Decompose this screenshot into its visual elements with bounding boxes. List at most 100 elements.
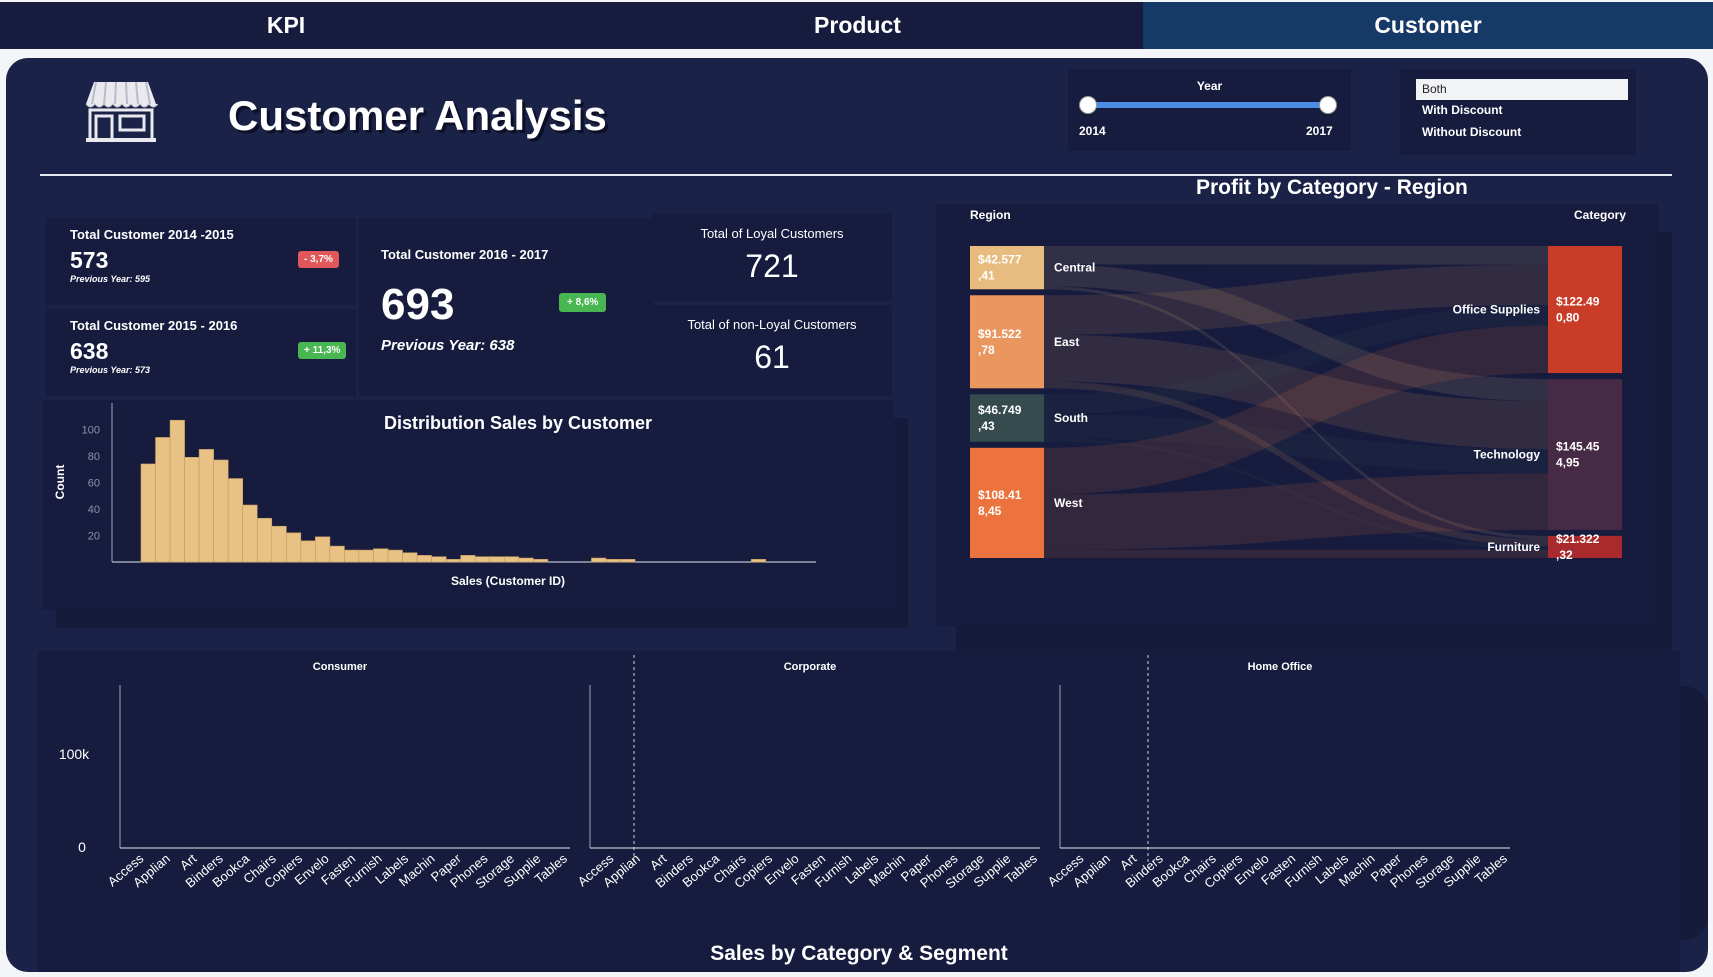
tab-kpi[interactable]: KPI — [0, 2, 572, 49]
histogram-bar[interactable] — [533, 559, 549, 563]
sankey-region-node[interactable] — [970, 394, 1044, 442]
sankey-region-node[interactable] — [970, 246, 1044, 290]
sankey-card: Region Category $42.577 ,41 Central $91.522… — [936, 204, 1658, 626]
discount-option-without[interactable]: Without Discount — [1422, 125, 1522, 139]
sankey-region-value: ,43 — [978, 419, 995, 433]
sankey-link[interactable] — [1044, 286, 1548, 540]
histogram-bar[interactable] — [169, 419, 185, 563]
histogram-title: Distribution Sales by Customer — [384, 413, 652, 433]
sankey-category-node[interactable] — [1548, 535, 1622, 558]
kpi-title: Total of non-Loyal Customers — [687, 317, 857, 332]
sankey-link[interactable] — [1044, 264, 1548, 402]
histogram-bar[interactable] — [474, 556, 491, 563]
sankey-link[interactable] — [1044, 334, 1548, 449]
tab-customer[interactable]: Customer — [1143, 2, 1713, 49]
kpi-value: 61 — [754, 339, 790, 375]
histogram-bar[interactable] — [373, 548, 389, 563]
histogram-bar[interactable] — [300, 540, 316, 563]
histogram-bar[interactable] — [489, 556, 505, 563]
histogram-bar[interactable] — [329, 545, 345, 563]
header-divider — [40, 174, 1672, 176]
year-slider-track[interactable] — [1088, 102, 1328, 108]
histogram-bar[interactable] — [198, 449, 214, 563]
sankey-region-node[interactable] — [970, 295, 1044, 389]
sankey-region-value: $108.41 — [978, 488, 1022, 502]
kpi-change-badge: + 11,3% — [298, 342, 347, 359]
histogram-bar[interactable] — [503, 556, 520, 563]
tab-product[interactable]: Product — [572, 2, 1143, 49]
sankey-link[interactable] — [1044, 304, 1548, 415]
sankey-links — [1044, 246, 1548, 558]
histogram-bar[interactable] — [402, 552, 418, 563]
histogram-y-tick: 60 — [88, 478, 100, 490]
sankey-link[interactable] — [1044, 246, 1548, 265]
sankey-region-label: South — [1054, 411, 1088, 425]
sankey-link[interactable] — [1044, 414, 1548, 474]
histogram-bar[interactable] — [286, 532, 302, 563]
kpi-previous: Previous Year: 573 — [70, 365, 151, 375]
segment-chart-card: Consumer Access Applian Art Binders Bookca Cha… — [38, 651, 1680, 972]
kpi-value: 693 — [381, 280, 455, 329]
sankey-region-value: $42.577 — [978, 253, 1022, 267]
histogram-bar[interactable] — [460, 555, 476, 563]
sankey-category-value: $122.49 — [1556, 295, 1600, 309]
year-slider-max: 2017 — [1306, 124, 1333, 138]
histogram-bar[interactable] — [750, 559, 767, 563]
histogram-card: Distribution Sales by Customer Sales (Cu… — [42, 400, 941, 610]
sankey-category-value: ,32 — [1556, 548, 1573, 562]
year-slider-end-handle[interactable] — [1319, 96, 1337, 114]
sankey-region-value: 8,45 — [978, 504, 1002, 518]
histogram-bar[interactable] — [242, 504, 258, 563]
histogram-bar[interactable] — [358, 549, 374, 563]
histogram-bar[interactable] — [591, 557, 607, 563]
sankey-category-label: Furniture — [1487, 540, 1540, 554]
sankey-region-node[interactable] — [970, 447, 1044, 558]
page-title: Customer Analysis — [228, 92, 607, 139]
segment-chart-title: Sales by Category & Segment — [710, 942, 1008, 965]
histogram-bar[interactable] — [140, 463, 156, 563]
kpi-card-2016-2017: Total Customer 2016 - 2017 693 Previous … — [359, 218, 654, 396]
sankey-nodes: $42.577 ,41 Central $91.522 ,78 East $46.749 ,4… — [970, 246, 1622, 562]
sankey-category-node[interactable] — [1548, 246, 1622, 374]
year-slider-label: Year — [1196, 79, 1223, 93]
sankey-link[interactable] — [1044, 473, 1548, 550]
histogram-bar[interactable] — [256, 517, 273, 563]
sankey-link[interactable] — [1044, 381, 1548, 547]
sankey-region-label: East — [1054, 335, 1079, 349]
kpi-value: 638 — [70, 338, 109, 364]
histogram-bar[interactable] — [620, 559, 636, 563]
discount-option-with[interactable]: With Discount — [1422, 103, 1503, 117]
histogram-bar[interactable] — [416, 555, 432, 563]
kpi-card-2015-2016: Total Customer 2015 - 2016 638 Previous … — [46, 309, 356, 396]
sankey-category-node[interactable] — [1548, 379, 1622, 530]
discount-option-both[interactable]: Both — [1416, 79, 1628, 100]
histogram-bar[interactable] — [431, 556, 447, 563]
sankey-title: Profit by Category - Region — [1196, 176, 1468, 199]
histogram-bar[interactable] — [518, 557, 534, 563]
histogram-bar[interactable] — [184, 457, 200, 563]
histogram-bar[interactable] — [605, 559, 621, 563]
sankey-region-value: $46.749 — [978, 403, 1022, 417]
histogram-bar[interactable] — [445, 559, 461, 563]
sankey-link[interactable] — [1044, 264, 1548, 335]
sankey-category-label: Technology — [1474, 447, 1541, 461]
kpi-card-2014-2015: Total Customer 2014 -2015 573 Previous Y… — [46, 218, 356, 305]
histogram-bar[interactable] — [213, 459, 229, 563]
sankey-right-header: Category — [1574, 208, 1626, 222]
sankey-link[interactable] — [1044, 549, 1548, 558]
sankey-link[interactable] — [1044, 325, 1548, 495]
sankey-region-value: $91.522 — [978, 327, 1022, 341]
histogram-bar[interactable] — [155, 437, 171, 563]
sankey-link[interactable] — [1044, 438, 1548, 550]
year-slider-start-handle[interactable] — [1079, 96, 1097, 114]
histogram-bar[interactable] — [344, 549, 360, 563]
sankey-region-value: ,41 — [978, 269, 995, 283]
histogram-bar[interactable] — [387, 549, 403, 563]
histogram-bar[interactable] — [271, 525, 287, 563]
histogram-bar[interactable] — [227, 478, 244, 563]
sankey-region-label: Central — [1054, 261, 1095, 275]
histogram-bar[interactable] — [315, 536, 331, 563]
kpi-title: Total Customer 2014 -2015 — [70, 227, 234, 242]
store-icon — [85, 81, 158, 142]
